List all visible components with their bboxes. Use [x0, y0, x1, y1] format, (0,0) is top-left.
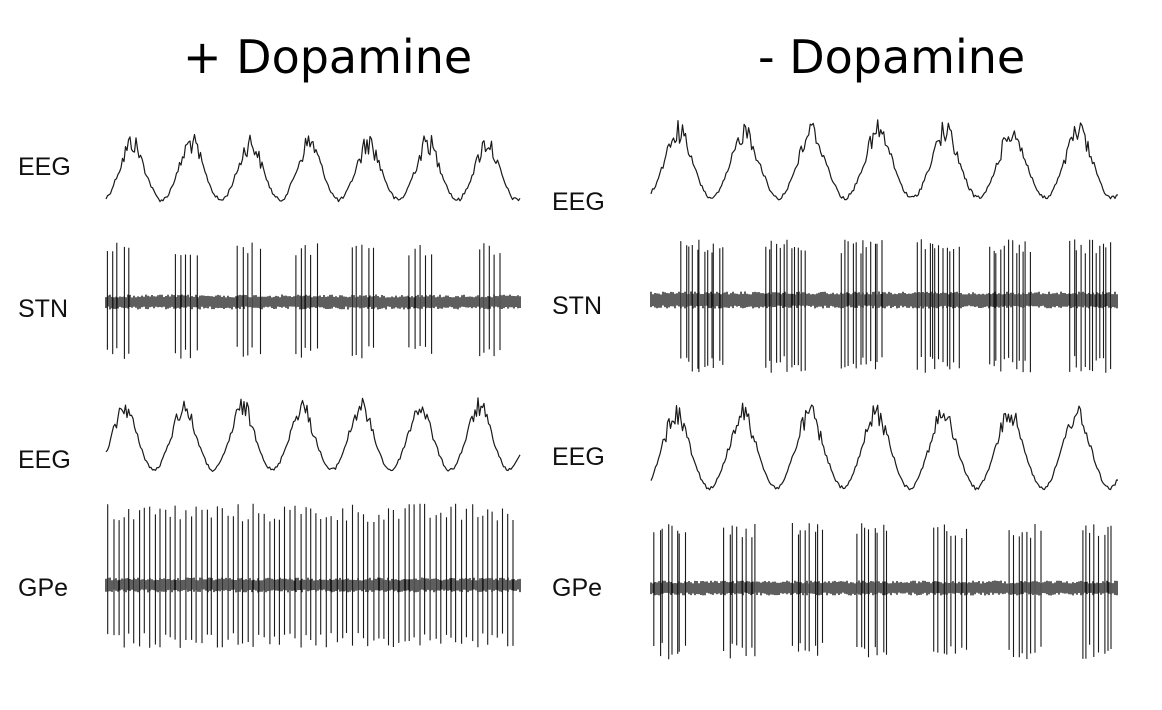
label-eeg-2-left: EEG	[18, 446, 71, 474]
spike-baseline	[650, 291, 1118, 309]
spike-events	[653, 523, 1112, 660]
gpe-trace-left	[105, 503, 521, 648]
stn-trace-right	[650, 239, 1118, 373]
eeg-waveform	[105, 133, 521, 203]
eeg-waveform	[105, 397, 521, 472]
label-eeg-2-right: EEG	[552, 443, 605, 471]
panel-title-minus-dopamine: - Dopamine	[758, 30, 1026, 84]
eeg-waveform	[650, 119, 1119, 201]
gpe-trace-right	[650, 523, 1118, 660]
eeg-trace-left-bottom	[105, 397, 521, 472]
label-gpe-left: GPe	[18, 574, 69, 602]
label-eeg-1-right: EEG	[552, 188, 605, 216]
label-gpe-right: GPe	[552, 574, 603, 602]
eeg-trace-left-top	[105, 133, 521, 203]
label-eeg-1-left: EEG	[18, 153, 71, 181]
panel-title-plus-dopamine: + Dopamine	[183, 30, 473, 84]
eeg-waveform	[650, 402, 1119, 491]
eeg-trace-right-top	[650, 119, 1119, 201]
spike-events	[680, 239, 1112, 373]
label-stn-right: STN	[552, 292, 602, 320]
spike-baseline	[105, 294, 521, 310]
spike-events	[107, 503, 514, 648]
eeg-trace-right-bottom	[650, 402, 1119, 491]
label-stn-left: STN	[18, 295, 68, 323]
stn-trace-left	[105, 242, 521, 359]
spike-events	[106, 242, 501, 359]
spike-baseline	[105, 577, 521, 593]
